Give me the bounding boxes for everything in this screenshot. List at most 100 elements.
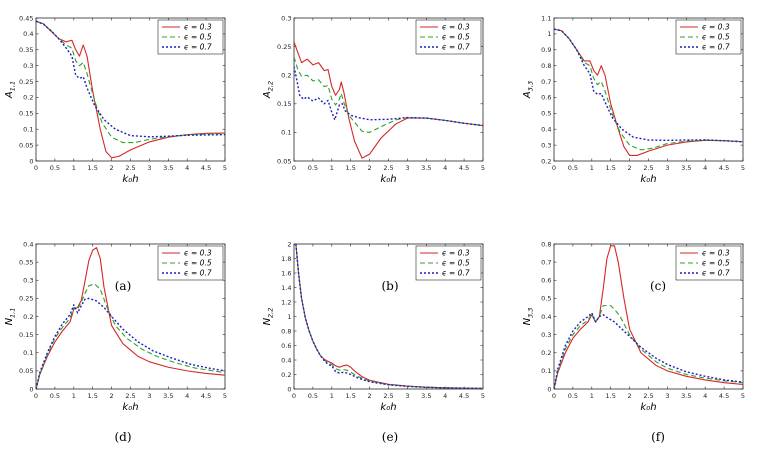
series-line-e-2 (295, 244, 483, 389)
legend-label-d-3: ϵ = 0.7 (184, 269, 212, 278)
x-tick-label-b: 2 (368, 164, 372, 172)
x-tick-label-c: 0.5 (568, 164, 578, 172)
legend-label-b-1: ϵ = 0.3 (442, 23, 470, 32)
y-tick-label-b: 0.3 (281, 14, 291, 22)
x-tick-label-a: 1.5 (88, 164, 98, 172)
y-tick-label-b: 0.25 (277, 43, 291, 51)
y-tick-label-a: 0.3 (23, 62, 33, 70)
y-tick-label-e: 0.6 (281, 342, 291, 350)
x-tick-label-e: 4 (443, 392, 447, 400)
y-tick-label-a: 0.05 (19, 141, 33, 149)
y-axis-label-a: A1,1 (4, 81, 17, 99)
x-tick-label-a: 3 (147, 164, 151, 172)
y-tick-label-d: 0 (29, 385, 33, 393)
x-tick-label-f: 4.5 (719, 392, 729, 400)
x-tick-label-b: 0.5 (308, 164, 318, 172)
legend-label-d-1: ϵ = 0.3 (184, 249, 212, 258)
legend-f: ϵ = 0.3ϵ = 0.5ϵ = 0.7 (675, 245, 742, 281)
x-tick-label-a: 3.5 (163, 164, 173, 172)
y-tick-label-e: 0.4 (281, 356, 291, 364)
legend-label-a-3: ϵ = 0.7 (184, 43, 212, 52)
legend-label-a-1: ϵ = 0.3 (184, 23, 212, 32)
legend-box-f (675, 245, 742, 281)
y-tick-label-f: 0.5 (541, 295, 551, 303)
x-tick-label-d: 5 (223, 392, 227, 400)
x-tick-label-e: 3.5 (421, 392, 431, 400)
y-tick-label-a: 0.15 (19, 110, 33, 118)
x-tick-label-e: 3 (405, 392, 409, 400)
x-tick-label-c: 4.5 (719, 164, 729, 172)
x-tick-label-f: 5 (741, 392, 745, 400)
chart-f: 0 0.5 1 1.5 2 2.5 3 3.5 4 4.5 5 0 0.1 0.2 0.3 0.4 0.5 0.6… (522, 240, 745, 413)
y-tick-label-c: 0.3 (541, 141, 551, 149)
chart-e: 0 0.5 1 1.5 2 2.5 3 3.5 4 4.5 5 0 0.2 0.4 0.6 0.8 1 1.2 1.… (262, 240, 485, 413)
y-tick-label-e: 1.2 (281, 298, 291, 306)
y-tick-label-e: 0.8 (281, 327, 291, 335)
legend-label-b-2: ϵ = 0.5 (442, 33, 470, 42)
x-tick-label-e: 5 (481, 392, 485, 400)
y-tick-label-a: 0.45 (19, 14, 33, 22)
y-tick-label-d: 0.15 (19, 331, 33, 339)
legend-label-f-3: ϵ = 0.7 (702, 269, 730, 278)
y-tick-label-f: 0.4 (541, 313, 551, 321)
x-tick-label-f: 2 (628, 392, 632, 400)
legend-label-e-1: ϵ = 0.3 (442, 249, 470, 258)
series-line-a-1 (36, 20, 225, 159)
x-axis-label-f: k₀h (640, 402, 656, 413)
legend-box-a (157, 19, 224, 55)
y-tick-label-a: 0.4 (23, 30, 33, 38)
y-tick-label-c: 0.2 (541, 157, 551, 165)
x-tick-label-b: 4.5 (459, 164, 469, 172)
series-line-f-1 (554, 245, 743, 389)
x-tick-label-a: 2.5 (125, 164, 135, 172)
y-tick-label-f: 0.2 (541, 349, 551, 357)
y-tick-label-b: 0.2 (281, 72, 291, 80)
y-tick-label-d: 0.4 (23, 240, 33, 248)
x-tick-label-a: 5 (223, 164, 227, 172)
legend-c: ϵ = 0.3ϵ = 0.5ϵ = 0.7 (675, 19, 742, 55)
legend-label-c-1: ϵ = 0.3 (702, 23, 730, 32)
panel-caption-f: (f) (651, 430, 665, 444)
x-tick-label-b: 3 (405, 164, 409, 172)
legend-label-b-3: ϵ = 0.7 (442, 43, 470, 52)
legend-label-f-2: ϵ = 0.5 (702, 259, 730, 268)
y-tick-label-f: 0.7 (541, 258, 551, 266)
legend-box-b (415, 19, 482, 55)
y-axis-label-f: N3,3 (522, 308, 535, 326)
y-tick-label-d: 0.25 (19, 295, 33, 303)
y-tick-label-c: 0.8 (541, 62, 551, 70)
y-tick-label-e: 0 (287, 385, 291, 393)
y-axis-label-b: A2,2 (262, 81, 275, 99)
legend-box-c (675, 19, 742, 55)
x-axis-label-c: k₀h (640, 174, 656, 185)
y-tick-label-d: 0.1 (23, 349, 33, 357)
x-tick-label-b: 1 (330, 164, 334, 172)
x-tick-label-a: 4 (185, 164, 189, 172)
x-tick-label-f: 3.5 (681, 392, 691, 400)
y-tick-label-f: 0 (547, 385, 551, 393)
x-tick-label-b: 2.5 (383, 164, 393, 172)
legend-box-d (157, 245, 224, 281)
chart-a: 0 0.5 1 1.5 2 2.5 3 3.5 4 4.5 5 0 0.05 0.1 0.15 0.2 0.25… (4, 14, 227, 185)
panel-caption-a: (a) (114, 279, 132, 293)
x-tick-label-c: 3 (665, 164, 669, 172)
x-tick-label-d: 4.5 (201, 392, 211, 400)
x-tick-label-d: 3.5 (163, 392, 173, 400)
x-tick-label-d: 0 (34, 392, 38, 400)
x-tick-label-b: 3.5 (421, 164, 431, 172)
y-tick-label-a: 0.2 (23, 94, 33, 102)
series-line-b-2 (294, 56, 483, 133)
x-tick-label-c: 4 (703, 164, 707, 172)
y-tick-label-d: 0.2 (23, 313, 33, 321)
y-axis-label-e: N2,2 (262, 308, 275, 326)
legend-e: ϵ = 0.3ϵ = 0.5ϵ = 0.7 (415, 245, 482, 281)
legend-b: ϵ = 0.3ϵ = 0.5ϵ = 0.7 (415, 19, 482, 55)
y-tick-label-e: 0.2 (281, 371, 291, 379)
series-line-b-1 (294, 41, 483, 159)
y-tick-label-f: 0.8 (541, 240, 551, 248)
x-tick-label-d: 1.5 (88, 392, 98, 400)
chart-d: 0 0.5 1 1.5 2 2.5 3 3.5 4 4.5 5 0 0.05 0.1 0.15 0.2 0.25… (4, 240, 227, 413)
legend-a: ϵ = 0.3ϵ = 0.5ϵ = 0.7 (157, 19, 224, 55)
x-tick-label-a: 1 (72, 164, 76, 172)
